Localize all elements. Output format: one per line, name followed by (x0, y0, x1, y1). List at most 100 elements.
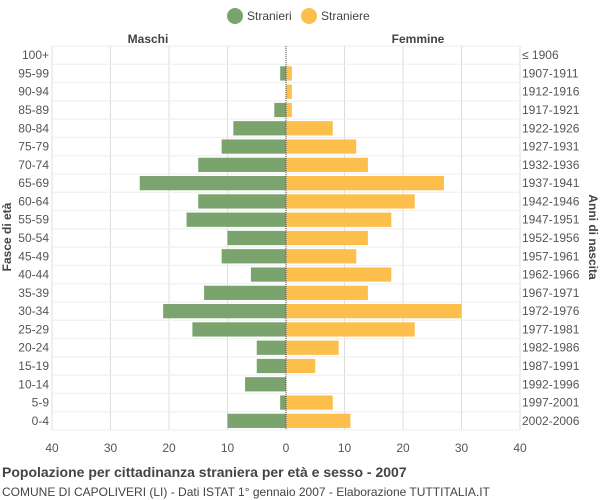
age-label: 80-84 (18, 121, 49, 135)
birth-year-label: 1987-1991 (522, 359, 580, 373)
age-labels: 100+ 95-99 90-94 85-89 80-84 75-79 70-74 65-69 6… (18, 48, 49, 428)
y-axis-title-left: Fasce di età (0, 202, 14, 271)
bar-male-40-44 (250, 267, 286, 282)
bar-female-70-74 (286, 157, 368, 172)
bar-male-5-9 (280, 395, 286, 410)
birth-year-label: 1997-2001 (522, 396, 580, 410)
birth-year-label: 1912-1916 (522, 85, 580, 99)
birth-year-label: 1947-1951 (522, 213, 580, 227)
bar-male-80-84 (233, 121, 286, 136)
age-label: 90-94 (18, 85, 49, 99)
age-label: 55-59 (18, 213, 49, 227)
bar-female-0-4 (286, 413, 351, 428)
bar-female-50-54 (286, 230, 368, 246)
bar-male-30-34 (163, 304, 286, 319)
legend-marker-straniere (301, 8, 317, 24)
x-tick-labels: 40 30 20 10 0 10 20 30 40 (45, 441, 527, 455)
birth-year-label: 2002-2006 (522, 414, 580, 428)
birth-year-label: 1957-1961 (522, 249, 580, 263)
x-tick-label: 20 (162, 441, 176, 455)
bar-female-95-99 (286, 66, 292, 81)
x-tick-label: 10 (221, 441, 235, 455)
birth-year-label: 1937-1941 (522, 176, 580, 190)
bar-female-15-19 (286, 358, 316, 374)
bar-female-25-29 (286, 322, 415, 337)
birth-year-label: ≤ 1906 (522, 48, 559, 62)
bar-male-25-29 (192, 322, 286, 337)
bar-female-60-64 (286, 194, 415, 209)
x-tick-label: 10 (338, 441, 352, 455)
bar-female-65-69 (286, 176, 444, 191)
x-tick-label: 20 (396, 441, 410, 455)
legend-marker-stranieri (227, 8, 243, 24)
birth-year-label: 1907-1911 (522, 66, 579, 80)
age-label: 75-79 (18, 140, 49, 154)
bar-female-5-9 (286, 395, 333, 410)
age-label: 85-89 (18, 103, 49, 117)
bar-male-10-14 (245, 377, 286, 392)
age-label: 45-49 (18, 249, 49, 263)
bar-female-45-49 (286, 249, 357, 264)
bar-male-75-79 (221, 139, 286, 154)
bars (139, 66, 462, 428)
age-label: 35-39 (18, 286, 49, 300)
legend: Stranieri Straniere (227, 8, 370, 24)
bar-male-60-64 (198, 194, 286, 209)
bar-male-70-74 (198, 157, 286, 172)
birth-year-labels: ≤ 1906 1907-1911 1912-1916 1917-1921 1922-19… (522, 48, 580, 428)
age-label: 65-69 (18, 176, 49, 190)
chart-subtitle: COMUNE DI CAPOLIVERI (LI) - Dati ISTAT 1… (2, 485, 490, 499)
birth-year-label: 1977-1981 (522, 322, 580, 336)
bar-female-80-84 (286, 121, 333, 136)
bar-male-0-4 (227, 413, 286, 428)
age-label: 15-19 (18, 359, 49, 373)
bar-male-45-49 (221, 249, 286, 264)
age-label: 95-99 (18, 66, 49, 80)
x-tick-label: 30 (104, 441, 118, 455)
age-label: 20-24 (18, 341, 49, 355)
y-axis-title-right: Anni di nascita (586, 194, 600, 280)
age-label: 10-14 (18, 377, 49, 391)
bar-female-90-94 (286, 84, 292, 99)
x-tick-label: 0 (283, 441, 290, 455)
age-label: 5-9 (32, 396, 50, 410)
x-tick-label: 40 (513, 441, 527, 455)
bar-female-55-59 (286, 212, 392, 227)
bar-female-40-44 (286, 267, 392, 282)
age-label: 30-34 (18, 304, 49, 318)
age-label: 50-54 (18, 231, 49, 245)
age-label: 100+ (22, 48, 49, 62)
age-label: 60-64 (18, 194, 49, 208)
age-label: 40-44 (18, 268, 49, 282)
age-label: 0-4 (32, 414, 50, 428)
birth-year-label: 1962-1966 (522, 268, 580, 282)
x-tick-label: 30 (455, 441, 469, 455)
left-header: Maschi (128, 32, 169, 46)
bar-female-20-24 (286, 340, 339, 355)
bar-female-30-34 (286, 304, 462, 319)
bar-male-20-24 (256, 340, 286, 355)
birth-year-label: 1922-1926 (522, 121, 580, 135)
bar-male-50-54 (227, 230, 286, 246)
bar-male-65-69 (139, 176, 286, 191)
birth-year-label: 1917-1921 (522, 103, 580, 117)
bar-male-95-99 (280, 66, 286, 81)
bar-male-85-89 (274, 102, 286, 118)
birth-year-label: 1952-1956 (522, 231, 580, 245)
birth-year-label: 1967-1971 (522, 286, 580, 300)
birth-year-label: 1972-1976 (522, 304, 580, 318)
bar-female-85-89 (286, 102, 292, 118)
bar-female-35-39 (286, 285, 368, 300)
bar-female-75-79 (286, 139, 357, 154)
birth-year-label: 1942-1946 (522, 194, 580, 208)
legend-label-stranieri: Stranieri (247, 9, 292, 23)
age-label: 25-29 (18, 322, 49, 336)
bar-male-55-59 (186, 212, 286, 227)
birth-year-label: 1932-1936 (522, 158, 580, 172)
x-tick-label: 40 (45, 441, 59, 455)
legend-label-straniere: Straniere (321, 9, 370, 23)
age-label: 70-74 (18, 158, 49, 172)
chart-title: Popolazione per cittadinanza straniera p… (2, 464, 407, 480)
birth-year-label: 1982-1986 (522, 341, 580, 355)
